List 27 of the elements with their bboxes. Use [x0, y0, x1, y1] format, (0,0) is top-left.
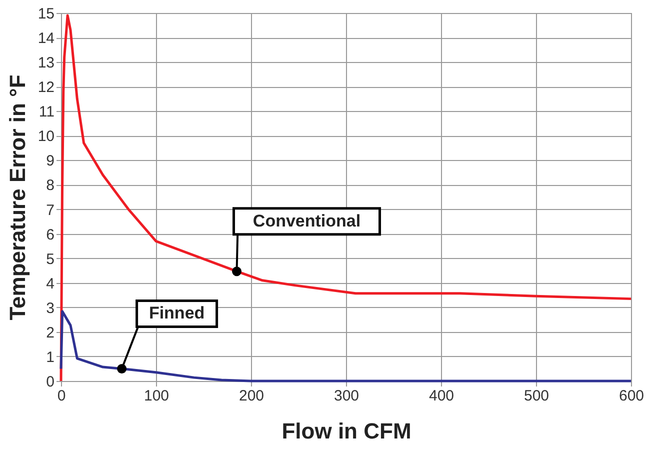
- y-tick-label: 1: [46, 348, 54, 366]
- y-tick-label: 8: [46, 177, 54, 194]
- y-tick-label: 9: [46, 152, 54, 170]
- x-tick-label: 200: [238, 388, 264, 404]
- y-tick-label: 5: [46, 250, 54, 268]
- y-tick-label: 14: [38, 30, 54, 48]
- y-tick-label: 6: [46, 226, 54, 244]
- y-tick-label: 0: [46, 374, 54, 390]
- y-tick-label: 2: [46, 324, 54, 342]
- x-tick-label: 300: [334, 388, 360, 404]
- y-tick-label: 11: [38, 104, 54, 121]
- x-axis-title: Flow in CFM: [282, 418, 412, 444]
- y-tick-label: 12: [38, 79, 54, 96]
- y-tick-label: 7: [46, 202, 54, 219]
- y-tick-label: 4: [46, 275, 54, 292]
- y-tick-label: 10: [38, 128, 54, 146]
- y-tick-label: 3: [46, 300, 54, 317]
- x-tick-label: 100: [144, 388, 170, 404]
- text: Finned: [148, 304, 205, 323]
- y-axis-title: Temperature Error in °F: [4, 74, 30, 320]
- y-tick-label: 13: [38, 54, 54, 72]
- x-tick-label: 0: [57, 388, 66, 404]
- x-tick-label: 400: [428, 388, 454, 404]
- text: Conventional: [252, 211, 361, 230]
- y-tick-label: 15: [38, 6, 54, 22]
- x-tick-label: 600: [618, 388, 644, 404]
- x-tick-label: 500: [524, 388, 550, 404]
